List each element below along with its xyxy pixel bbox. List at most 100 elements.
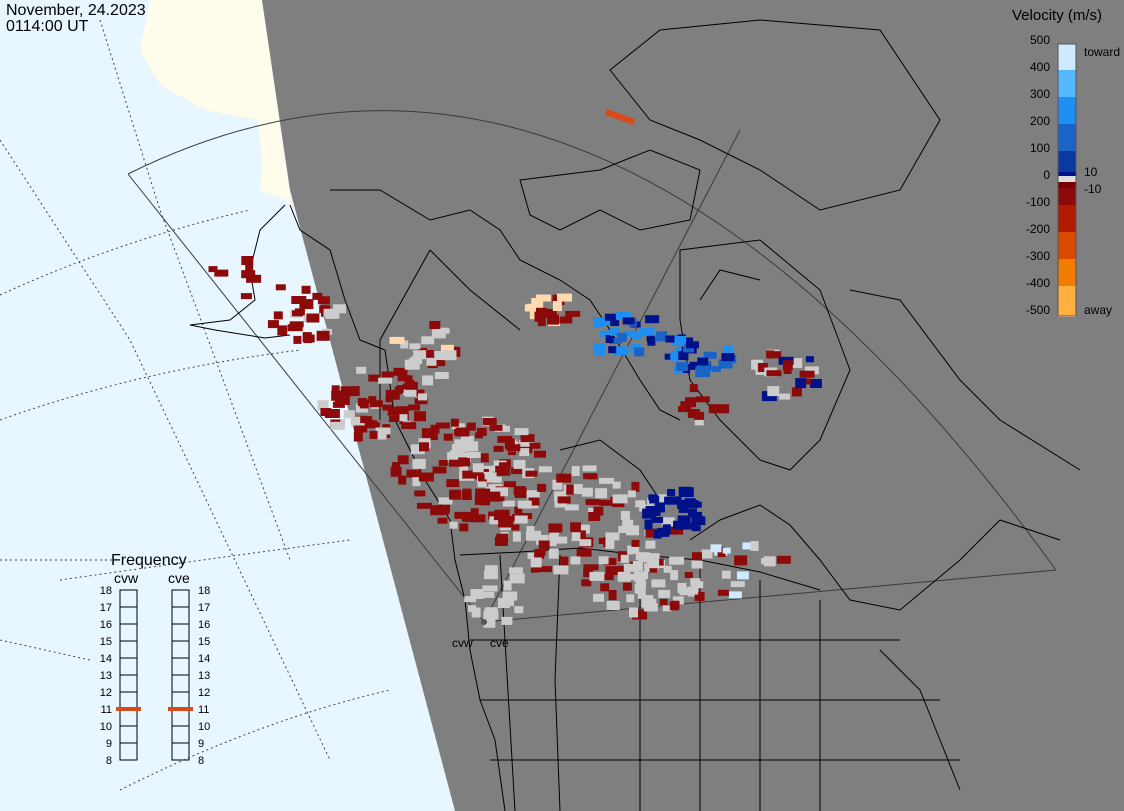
- scatter-cell: [651, 508, 660, 515]
- scatter-cell: [667, 489, 676, 496]
- scatter-cell: [617, 571, 631, 582]
- scatter-cell: [682, 522, 698, 530]
- scatter-cell: [691, 525, 701, 532]
- velocity-legend-title: Velocity (m/s): [1012, 7, 1102, 24]
- scatter-cell: [657, 527, 670, 537]
- scatter-cell: [463, 441, 475, 452]
- scatter-cell: [514, 515, 528, 524]
- legend-tick-label: 0: [1043, 168, 1050, 182]
- scatter-cell: [494, 537, 508, 546]
- scatter-cell: [675, 362, 688, 372]
- scatter-cell: [513, 486, 526, 496]
- scatter-cell: [459, 464, 469, 472]
- scatter-cell: [524, 490, 540, 499]
- radar-site-label-cve: cve: [490, 636, 509, 650]
- scatter-cell: [690, 587, 699, 595]
- scatter-cell: [302, 332, 312, 342]
- scatter-cell: [677, 499, 690, 509]
- scatter-cell: [622, 582, 632, 591]
- scatter-cell: [795, 378, 807, 389]
- scatter-cell: [804, 366, 819, 375]
- scatter-cell: [414, 490, 426, 497]
- scatter-cell: [552, 301, 562, 311]
- scatter-cell: [446, 479, 460, 488]
- frequency-tick-right: 15: [198, 636, 210, 648]
- legend-color-band: [1058, 44, 1076, 70]
- scatter-cell: [434, 508, 450, 515]
- scatter-cell: [642, 508, 657, 519]
- scatter-cell: [718, 404, 730, 414]
- scatter-cell: [394, 386, 404, 393]
- scatter-cell: [510, 467, 525, 475]
- legend-tick-label: -400: [1026, 276, 1050, 290]
- scatter-cell: [767, 386, 780, 397]
- scatter-cell: [334, 396, 350, 405]
- scatter-cell: [547, 314, 559, 325]
- scatter-cell: [397, 455, 409, 465]
- scatter-cell: [382, 404, 393, 411]
- scatter-cell: [421, 428, 435, 439]
- scatter-cell: [678, 486, 691, 495]
- scatter-cell: [287, 324, 303, 332]
- scatter-cell: [722, 346, 733, 355]
- scatter-cell: [612, 494, 628, 504]
- frequency-tick-right: 13: [198, 670, 210, 682]
- scatter-cell: [605, 532, 620, 541]
- scatter-cell: [623, 330, 639, 337]
- radar-site-label-cvw: cvw: [452, 636, 473, 650]
- legend-zero-band: [1058, 176, 1076, 182]
- scatter-cell: [657, 494, 667, 503]
- date-label: November, 24.2023: [6, 2, 146, 19]
- scatter-cell: [649, 495, 660, 504]
- scatter-cell: [410, 444, 425, 455]
- scatter-cell: [413, 350, 427, 360]
- velocity-color-bar: [1057, 43, 1077, 317]
- frequency-tick-left: 10: [100, 721, 112, 733]
- scatter-cell: [736, 571, 749, 580]
- frequency-marker: [168, 707, 193, 711]
- scatter-cell: [718, 359, 733, 369]
- legend-color-band: [1058, 188, 1076, 205]
- scatter-cell: [556, 473, 572, 483]
- scatter-cell: [684, 572, 693, 578]
- scatter-cell: [623, 563, 638, 572]
- scatter-cell: [489, 424, 503, 431]
- scatter-cell: [484, 472, 497, 480]
- frequency-tick-right: 12: [198, 687, 210, 699]
- scatter-cell: [391, 462, 400, 469]
- scatter-cell: [536, 307, 547, 317]
- scatter-cell: [616, 332, 627, 342]
- velocity-legend: Velocity (m/s) 500400300200100100-10-100…: [1012, 7, 1120, 317]
- scatter-cell: [552, 479, 563, 490]
- scatter-cell: [695, 367, 711, 378]
- scatter-cell: [519, 439, 535, 447]
- scatter-cell: [240, 293, 252, 300]
- scatter-cell: [671, 600, 680, 610]
- radar-site-marker: [481, 619, 487, 625]
- scatter-cell: [581, 579, 592, 587]
- scatter-cell: [612, 481, 621, 489]
- scatter-cell: [343, 410, 355, 419]
- scatter-cell: [489, 516, 501, 525]
- legend-tick-label: -500: [1026, 303, 1050, 317]
- scatter-cell: [608, 337, 622, 344]
- scatter-cell: [398, 475, 407, 485]
- scatter-cell: [424, 350, 434, 358]
- scatter-cell: [485, 487, 499, 493]
- scatter-cell: [651, 516, 664, 523]
- scatter-cell: [356, 366, 367, 374]
- legend-color-band: [1058, 97, 1076, 124]
- scatter-cell: [494, 509, 510, 519]
- scatter-cell: [632, 609, 648, 620]
- scatter-cell: [595, 488, 608, 499]
- scatter-cell: [627, 545, 640, 555]
- scatter-cell: [299, 299, 314, 310]
- scatter-cell: [638, 555, 648, 563]
- frequency-tick-left: 15: [100, 636, 112, 648]
- scatter-cell: [613, 346, 629, 356]
- scatter-cell: [434, 372, 449, 379]
- scatter-cell: [480, 496, 490, 506]
- frequency-panel: Frequency cvw cve 18 18 17 17 16 16 15 15 14 14 13…: [100, 552, 211, 767]
- scatter-cell: [557, 293, 572, 302]
